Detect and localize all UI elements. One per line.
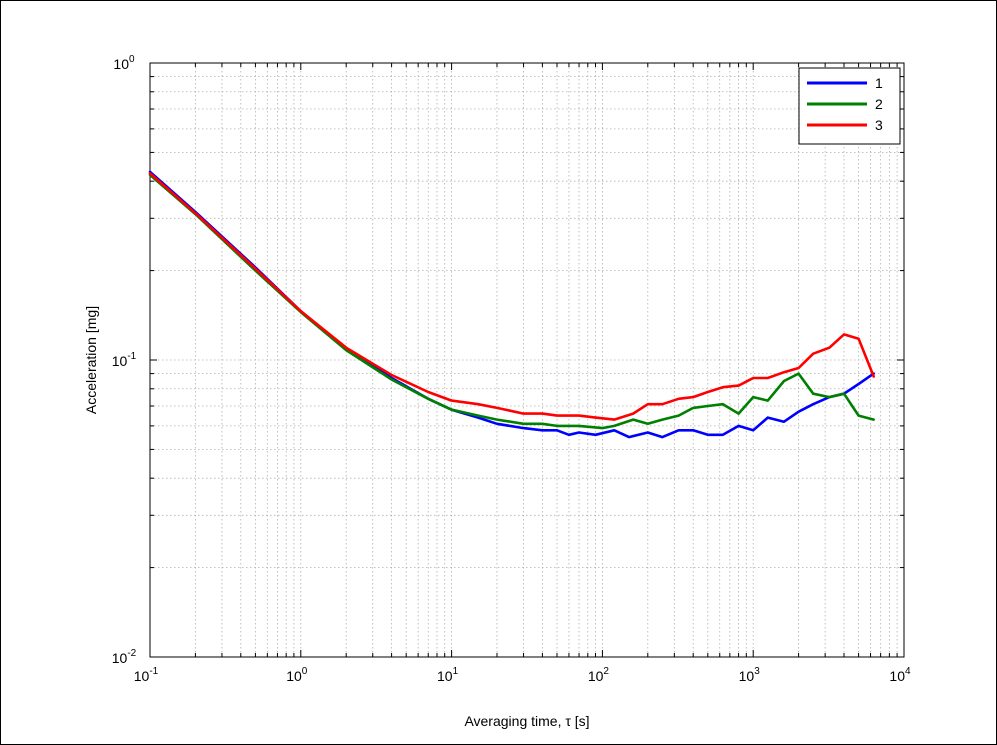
tick-marks [149,63,904,658]
y-tick-label: 10-1 [112,351,137,369]
x-tick-label: 102 [588,666,610,684]
legend-label-3: 3 [875,117,883,133]
x-tick-label: 104 [889,666,911,684]
grid-lines [150,63,904,657]
y-tick-label: 100 [113,54,135,72]
series-line-2 [148,173,876,430]
legend-label-1: 1 [875,75,883,91]
series-line-1 [148,170,876,439]
series-line-3 [148,172,876,421]
x-tick-label: 100 [286,666,308,684]
legend-box [798,67,901,145]
x-tick-label: 10-1 [134,666,159,684]
series-lines [148,170,876,439]
y-tick-label: 10-2 [112,648,137,666]
x-tick-label: 103 [739,666,761,684]
x-tick-label: 101 [437,666,459,684]
x-axis-label: Averaging time, τ [s] [464,713,589,729]
y-axis-label: Acceleration [mg] [83,306,99,414]
legend: 1 2 3 [798,67,901,145]
legend-label-2: 2 [875,96,883,112]
